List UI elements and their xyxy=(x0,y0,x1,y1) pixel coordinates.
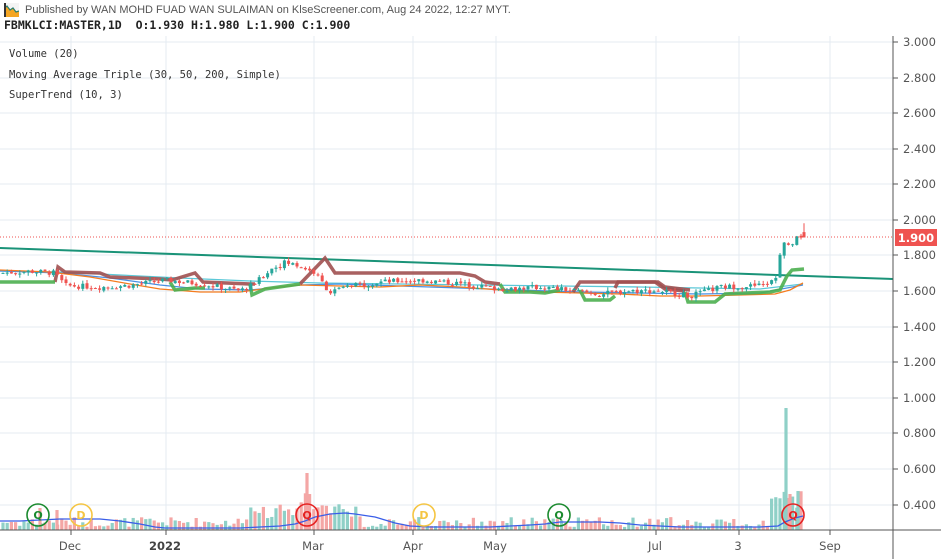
event-marker-q-2[interactable]: Q xyxy=(295,503,319,527)
trendline xyxy=(0,247,894,280)
time-axis-ticks xyxy=(70,530,831,535)
last-price-badge: 1.900 xyxy=(895,229,937,246)
svg-text:Q: Q xyxy=(788,509,797,522)
event-markers: Q D Q D Q Q xyxy=(26,503,805,527)
ma200-line xyxy=(0,270,804,290)
supertrend-down-line-2 xyxy=(298,255,501,286)
svg-text:Q: Q xyxy=(302,509,311,522)
event-marker-d-2[interactable]: D xyxy=(412,503,436,527)
legend-volume[interactable]: Volume (20) xyxy=(9,48,79,60)
volume-ma-line xyxy=(0,512,804,529)
published-by-text: Published by WAN MOHD FUAD WAN SULAIMAN … xyxy=(25,4,511,16)
price-axis-ticks xyxy=(893,41,898,506)
price-tick: 1.800 xyxy=(903,248,936,262)
price-tick: 2.200 xyxy=(903,177,936,191)
price-tick: 2.600 xyxy=(903,106,936,120)
symbol-ohlc-line: FBMKLCI:MASTER,1D O:1.930 H:1.980 L:1.90… xyxy=(4,18,350,32)
event-marker-q-1[interactable]: Q xyxy=(26,503,50,527)
price-tick: 1.000 xyxy=(903,391,936,405)
horizontal-gridlines xyxy=(0,41,893,506)
symbol-label: FBMKLCI:MASTER,1D xyxy=(4,18,122,32)
vertical-gridlines xyxy=(70,36,831,530)
price-tick: 1.400 xyxy=(903,320,936,334)
svg-text:D: D xyxy=(76,509,85,522)
supertrend-up-line-5 xyxy=(578,289,617,302)
svg-text:D: D xyxy=(419,509,428,522)
supertrend-down-line xyxy=(53,264,255,286)
price-tick: 0.600 xyxy=(903,462,936,476)
price-tick: 2.400 xyxy=(903,142,936,156)
legend-moving-average-triple[interactable]: Moving Average Triple (30, 50, 200, Simp… xyxy=(9,68,281,81)
time-tick: Sep xyxy=(819,539,841,553)
area-chart-logo-icon xyxy=(4,3,19,17)
price-tick: 1.200 xyxy=(903,355,936,369)
time-tick: Apr xyxy=(403,539,423,553)
ohlc-low: L:1.900 xyxy=(246,18,295,32)
ohlc-open: O:1.930 xyxy=(135,18,185,32)
event-marker-q-4[interactable]: Q xyxy=(781,503,805,527)
ohlc-close: C:1.900 xyxy=(301,18,351,32)
supertrend-down-line-4 xyxy=(613,280,691,292)
publisher-line: Published by WAN MOHD FUAD WAN SULAIMAN … xyxy=(4,2,511,18)
indicator-legend: Volume (20) Moving Average Triple (30, 5… xyxy=(9,44,281,106)
supertrend-up-line-6 xyxy=(683,267,805,304)
price-tick: 0.800 xyxy=(903,426,936,440)
time-tick: 3 xyxy=(734,539,742,553)
time-tick: Mar xyxy=(302,539,324,553)
price-tick: 2.800 xyxy=(903,71,936,85)
supertrend-up-line-2 xyxy=(168,281,205,292)
ma30-line xyxy=(0,269,804,297)
time-tick: Jul xyxy=(648,539,662,553)
time-tick: Dec xyxy=(58,539,82,553)
svg-text:Q: Q xyxy=(33,509,42,522)
price-tick: 3.000 xyxy=(903,35,936,49)
event-marker-d-1[interactable]: D xyxy=(69,503,93,527)
time-tick: May xyxy=(483,539,507,553)
price-tick: 1.600 xyxy=(903,284,936,298)
time-tick-year: 2022 xyxy=(148,539,182,553)
ohlc-high: H:1.980 xyxy=(190,18,240,32)
price-tick: 0.400 xyxy=(903,498,936,512)
candlesticks xyxy=(1,223,806,302)
price-tick: 2.000 xyxy=(903,213,936,227)
legend-supertrend[interactable]: SuperTrend (10, 3) xyxy=(9,89,123,101)
event-marker-q-3[interactable]: Q xyxy=(547,503,571,527)
svg-text:Q: Q xyxy=(554,509,563,522)
ma50-line xyxy=(0,270,804,295)
